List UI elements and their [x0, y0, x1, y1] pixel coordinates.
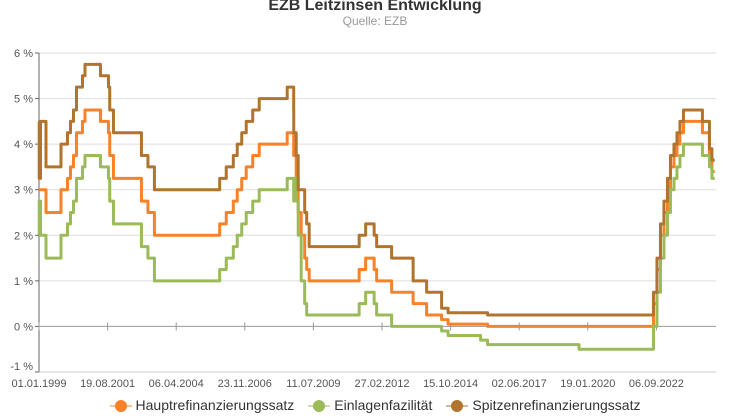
y-tick-label: 0 %	[14, 321, 33, 333]
x-tick-label: 01.01.1999	[11, 378, 66, 390]
legend-item-spitzenrefinanzierungssatz[interactable]: Spitzenrefinanzierungssatz	[446, 397, 640, 414]
chart-plot: -1 % 0 % 1 % 2 % 3 % 4 % 5 % 6 % 01.01.1999 19.08…	[10, 48, 716, 390]
legend-label: Spitzenrefinanzierungssatz	[472, 397, 641, 413]
y-tick-label: 3 %	[14, 185, 33, 197]
x-tick-label: 06.04.2004	[149, 378, 204, 390]
y-tick-label: 1 %	[14, 276, 33, 288]
x-tick-label: 19.08.2001	[80, 378, 135, 390]
legend: Hauptrefinanzierungssatz Einlagenfazilit…	[0, 397, 750, 414]
chart-subtitle: Quelle: EZB	[342, 14, 408, 28]
series-line-spitzenrefinanzierungssatz	[37, 62, 715, 317]
x-tick-label: 15.10.2014	[423, 378, 478, 390]
x-tick-label: 27.02.2012	[354, 378, 409, 390]
x-tick-label: 23.11.2006	[218, 378, 272, 390]
x-tick-label: 02.06.2017	[492, 378, 547, 390]
y-tick-label: 2 %	[14, 230, 33, 242]
chart-title: EZB Leitzinsen Entwicklung	[268, 0, 482, 14]
x-tick-label: 11.07.2009	[286, 378, 340, 390]
legend-marker-icon	[308, 399, 331, 412]
y-tick-label: 6 %	[14, 48, 33, 60]
y-tick-label: 5 %	[14, 94, 33, 106]
x-tick-label: 19.01.2020	[560, 378, 615, 390]
y-tick-label: -1 %	[10, 361, 33, 373]
legend-marker-icon	[446, 399, 469, 412]
y-tick-label: 4 %	[14, 139, 33, 151]
series-line-einlagenfazilität	[37, 142, 715, 351]
legend-label: Einlagenfazilität	[334, 397, 433, 413]
x-tick-label: 06.09.2022	[629, 378, 684, 390]
legend-label: Hauptrefinanzierungssatz	[135, 397, 295, 413]
legend-item-hauptrefinanzierungssatz[interactable]: Hauptrefinanzierungssatz	[109, 397, 295, 414]
legend-marker-icon	[109, 399, 132, 412]
legend-item-einlagenfazilitaet[interactable]: Einlagenfazilität	[308, 397, 432, 414]
